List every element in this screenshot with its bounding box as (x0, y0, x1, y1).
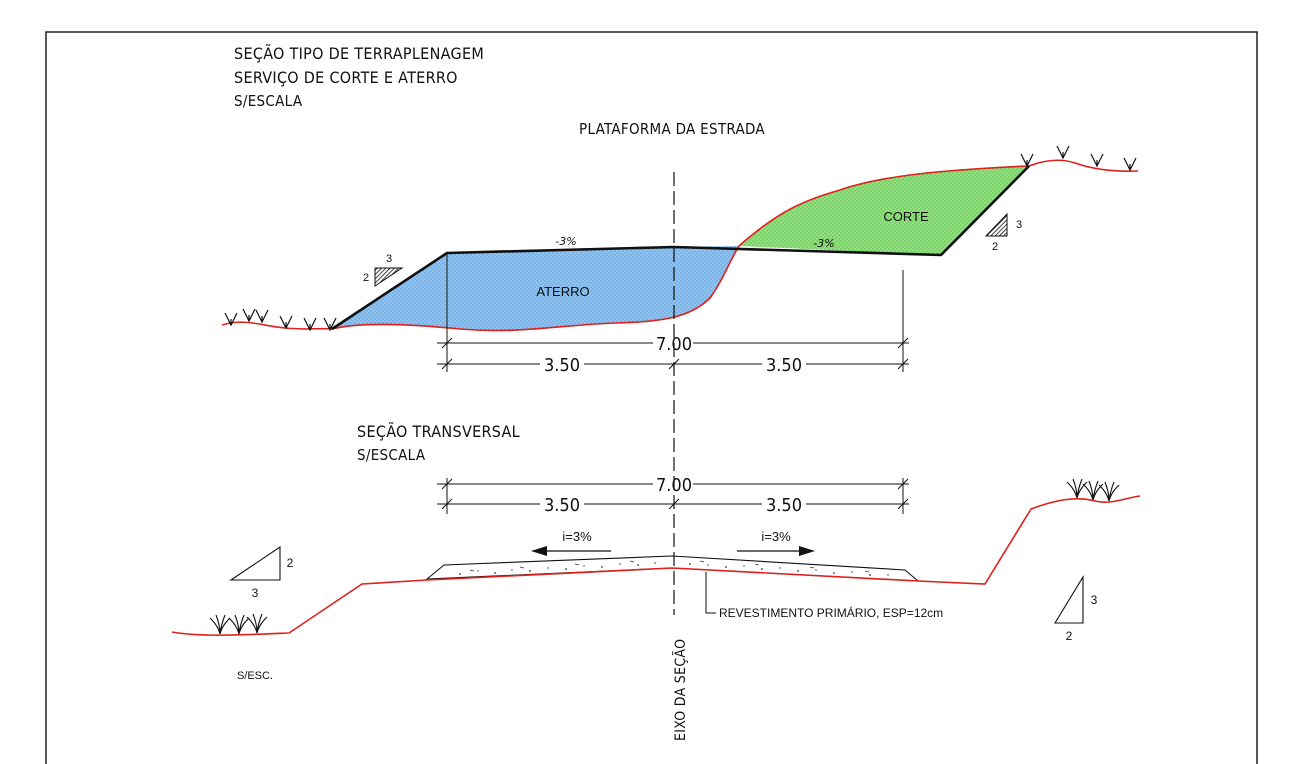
right-slope-indicator: 3 2 (1054, 575, 1098, 643)
dimension-tick (897, 337, 909, 349)
note-scale: S/ESC. (237, 670, 273, 682)
left-slope-indicator: 2 3 (229, 545, 294, 600)
dimension-tick (897, 358, 909, 370)
lower-section: 7.00 3.50 3.50 i=3% i=3% (171, 474, 1141, 682)
transversal-scale: S/ESCALA (357, 446, 426, 464)
cut-slope-indicator: 3 2 (984, 212, 1022, 253)
dimension-text-mask (540, 494, 584, 514)
dimension-text-mask (540, 354, 584, 374)
vegetation-icon (1123, 157, 1137, 171)
vegetation-icon (255, 309, 269, 323)
dimension-text-mask (653, 333, 693, 353)
title-line-2: SERVIÇO DE CORTE E ATERRO (234, 68, 458, 87)
aterro-area (332, 246, 739, 331)
pavement-texture (459, 560, 889, 576)
vegetation-icon (1090, 153, 1104, 167)
title-scale: S/ESCALA (234, 92, 303, 110)
title-line-1: SEÇÃO TIPO DE TERRAPLENAGEM (234, 44, 484, 63)
axis-text-mask (666, 615, 683, 743)
dimension-tick (441, 358, 453, 370)
grade-left-label: i=3% (562, 529, 592, 544)
slope-triangle-icon (374, 267, 404, 287)
vegetation-icon (1020, 153, 1034, 167)
surface-note: REVESTIMENTO PRIMÁRIO, ESP=12cm (719, 605, 943, 620)
vegetation-icon (1066, 478, 1088, 499)
right-slope-run: 2 (1066, 629, 1073, 643)
vegetation-icon (242, 308, 256, 322)
sheet-border (45, 31, 1258, 764)
upper-section: ATERRO CORTE -3% -3% 3 2 3 2 (221, 145, 1139, 376)
dimension-text-mask (762, 354, 806, 374)
left-slope-run: 3 (252, 586, 259, 600)
arrow-left-icon (531, 546, 547, 556)
grade-right-label: i=3% (761, 529, 791, 544)
dimension-text-mask (762, 494, 806, 514)
corte-label: CORTE (883, 209, 929, 224)
vegetation-icon (279, 315, 293, 329)
platform-title: PLATAFORMA DA ESTRADA (579, 120, 765, 138)
slope-right-label: -3% (813, 237, 834, 250)
dimension-text-mask (653, 474, 693, 494)
left-slope-rise: 2 (287, 556, 294, 570)
dim-right-lower: 3.50 (766, 495, 802, 516)
slope-triangle-icon (1054, 575, 1084, 624)
transversal-title: SEÇÃO TRANSVERSAL (357, 422, 520, 441)
cut-slope-rise: 3 (1016, 219, 1022, 231)
fill-slope-indicator: 3 2 (363, 253, 404, 287)
aterro-label: ATERRO (536, 284, 589, 299)
vegetation-icon (1056, 145, 1070, 159)
slope-left-label: -3% (555, 235, 576, 248)
platform-outline (331, 165, 1030, 331)
dim-left-lower: 3.50 (544, 495, 580, 516)
fill-slope-rise: 3 (386, 253, 392, 265)
slope-triangle-icon (984, 212, 1008, 237)
dimension-tick (441, 337, 453, 349)
vegetation-icon (246, 613, 268, 634)
dim-left-upper: 3.50 (544, 355, 580, 376)
corte-area (739, 166, 1029, 255)
right-slope-rise: 3 (1091, 593, 1098, 607)
vegetation-icon (228, 614, 250, 635)
arrow-right-icon (799, 546, 815, 556)
vegetation-icon (209, 614, 231, 635)
terrain-line-upper (221, 159, 1139, 332)
terrain-line-lower (171, 495, 1141, 636)
axis-label: EIXO DA SEÇÃO (672, 639, 689, 741)
fill-slope-run: 2 (363, 272, 369, 284)
vegetation-icon (1082, 480, 1104, 501)
note-leader (705, 572, 716, 614)
slope-triangle-icon (229, 545, 281, 581)
dim-right-upper: 3.50 (766, 355, 802, 376)
cut-slope-run: 2 (992, 241, 998, 253)
